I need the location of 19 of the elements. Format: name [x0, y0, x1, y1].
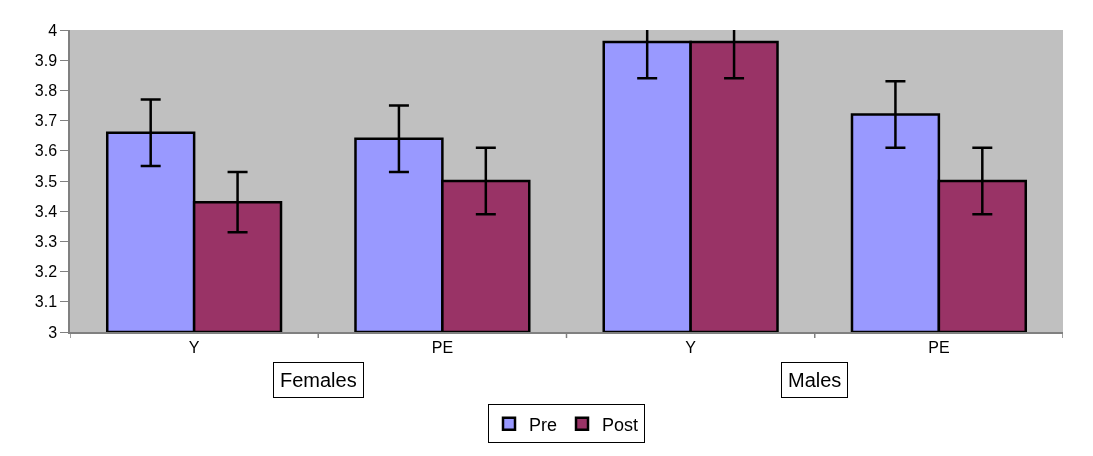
y-tick-label: 3.5 — [34, 172, 58, 190]
text: Females — [280, 369, 357, 391]
y-tick-label: 3.9 — [34, 51, 58, 69]
legend-label: Post — [602, 414, 639, 435]
legend-label: Pre — [529, 414, 558, 435]
x-tick-label: Y — [188, 338, 200, 356]
y-tick-label: 3.4 — [34, 202, 58, 220]
x-tick-label: PE — [431, 338, 454, 356]
y-tick-label: 3.6 — [34, 142, 58, 160]
y-tick-label: 3.2 — [34, 263, 58, 281]
x-tick-label: PE — [928, 338, 950, 356]
y-tick-label: 3 — [48, 323, 58, 341]
y-tick-label: 3.1 — [34, 293, 58, 311]
y-tick-label: 3.8 — [34, 82, 58, 99]
text: Males — [788, 369, 842, 391]
x-tick-label: Y — [685, 338, 697, 356]
y-tick-label: 3.7 — [34, 112, 58, 130]
y-tick-label: 3.3 — [34, 233, 58, 250]
y-tick-label: 4 — [48, 21, 58, 39]
